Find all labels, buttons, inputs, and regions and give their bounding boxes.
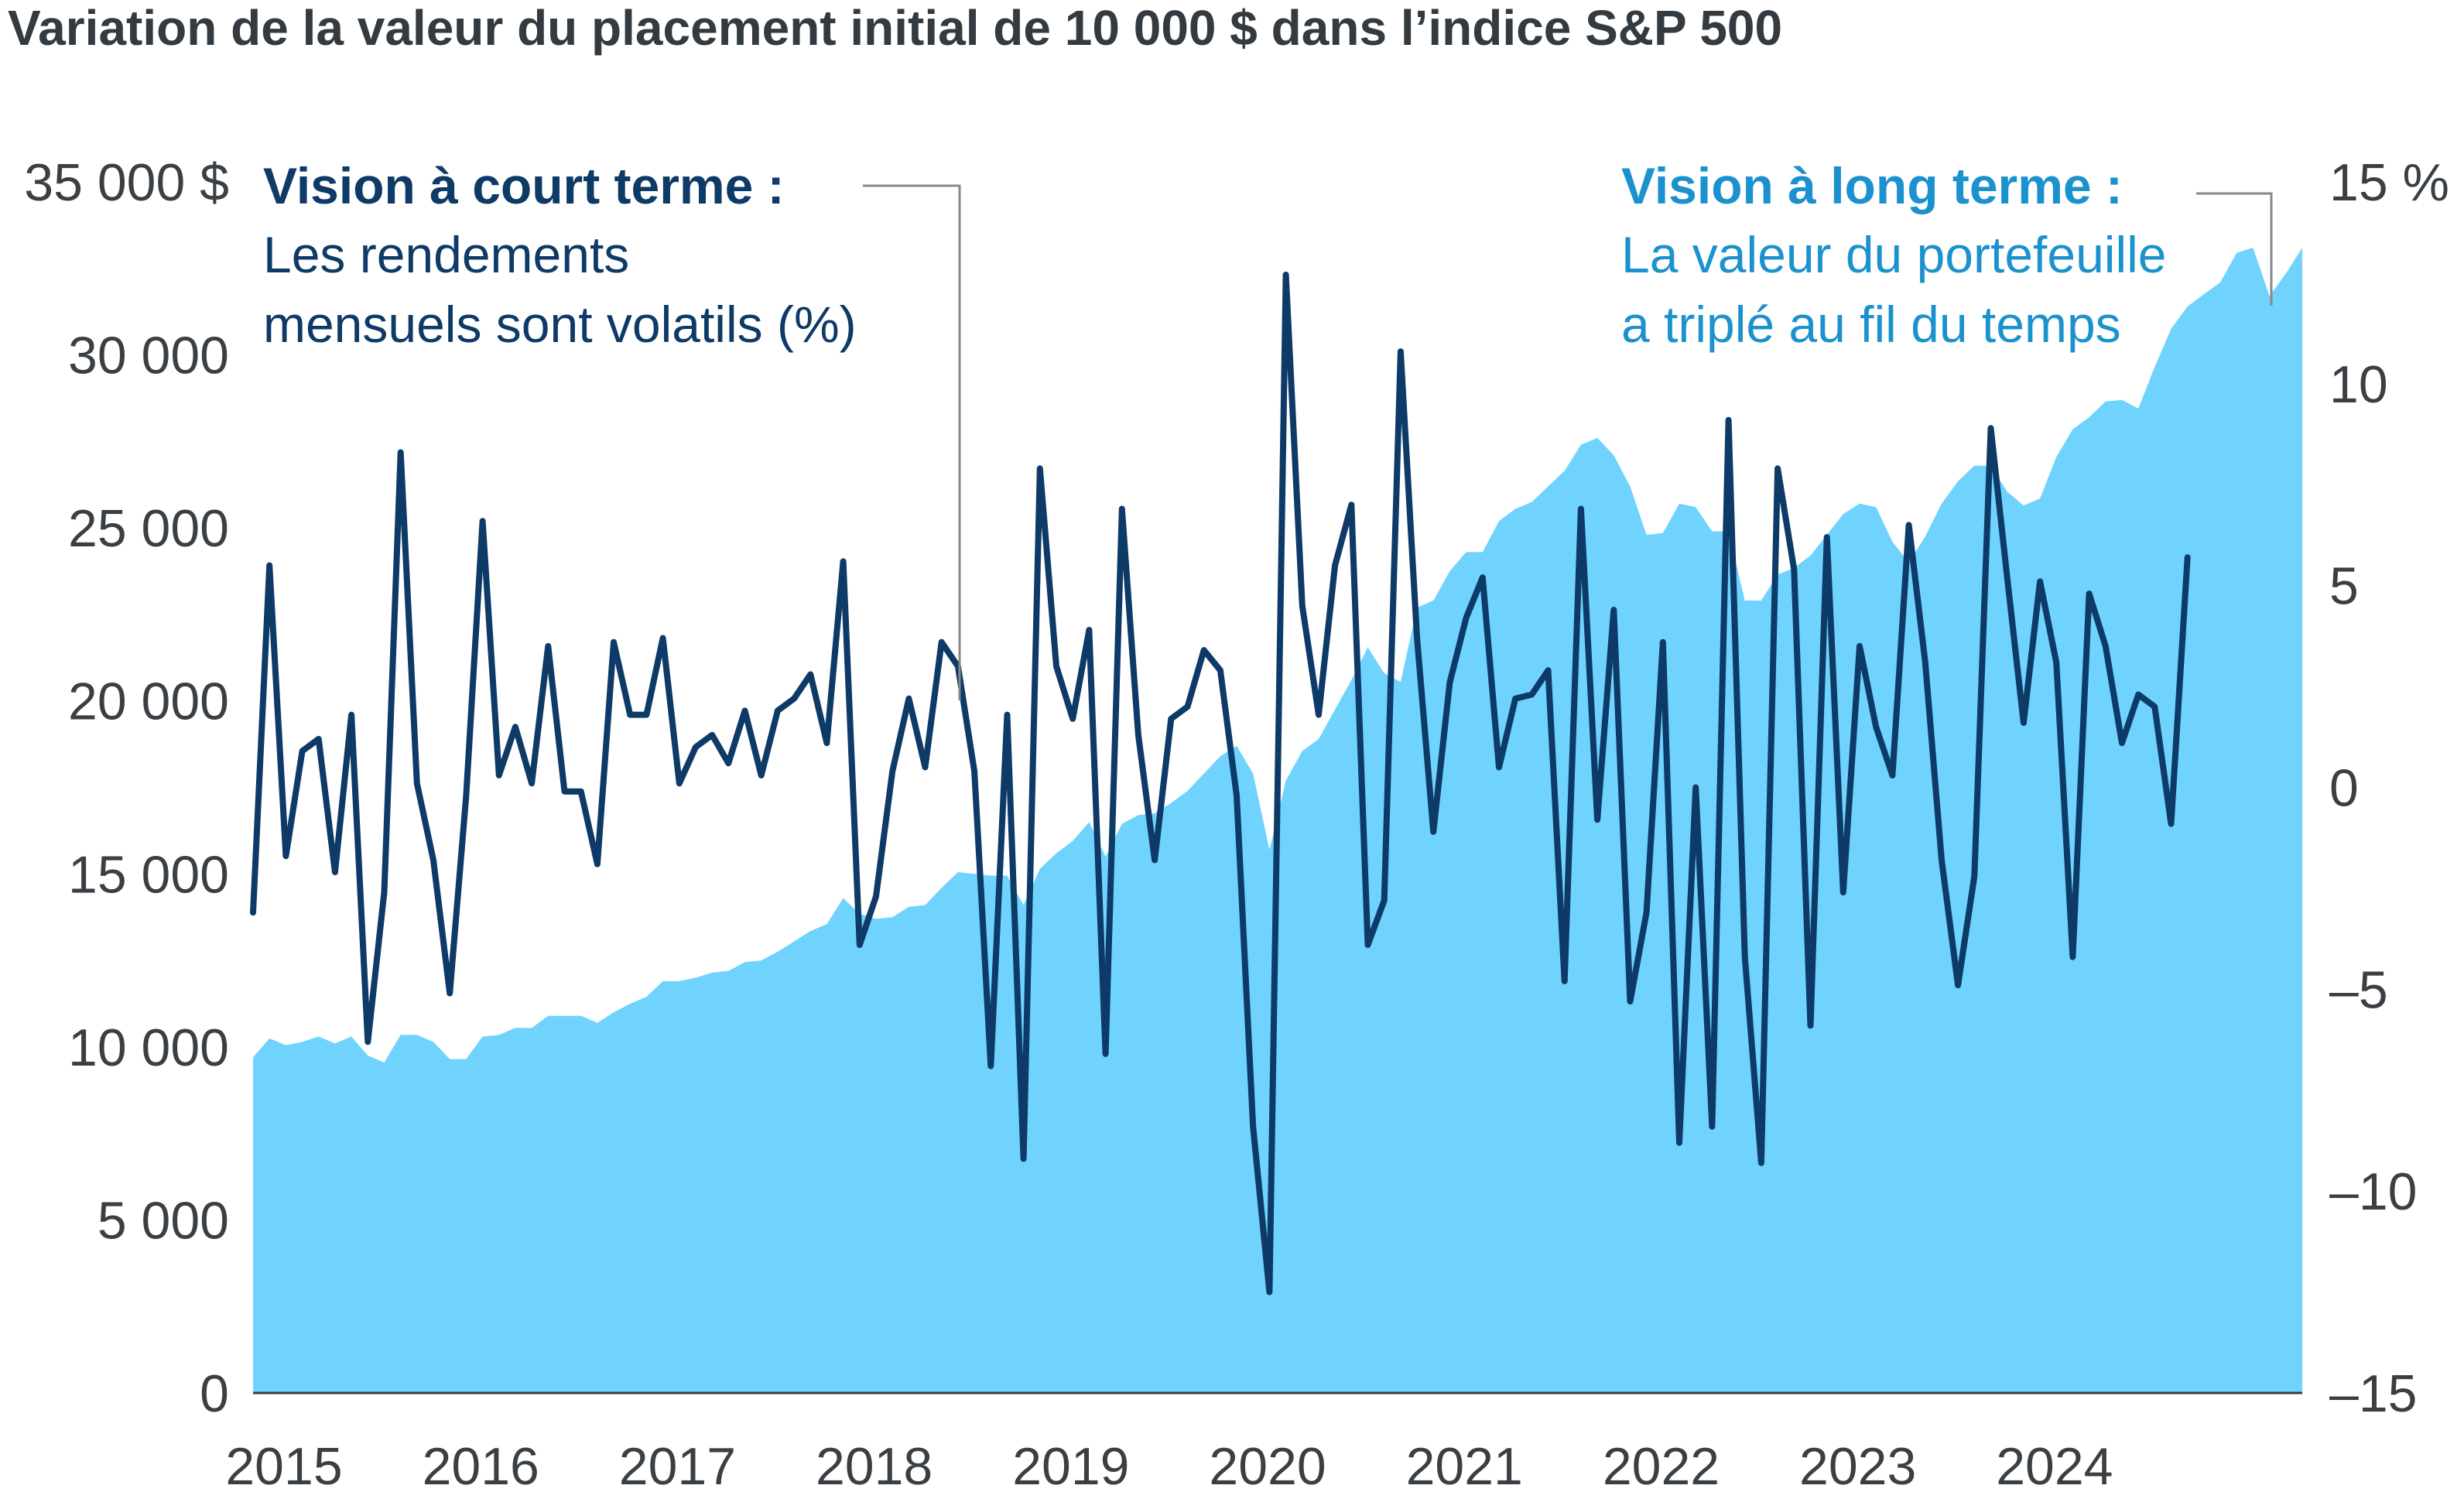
x-tick-label: 2015 xyxy=(225,1437,342,1496)
right-tick-label: 10 xyxy=(2329,355,2388,414)
right-tick-label: 0 xyxy=(2329,759,2359,818)
long-term-heading: Vision à long terme : xyxy=(1621,157,2123,214)
short-term-text-line-2: mensuels sont volatils (%) xyxy=(263,296,857,353)
short-term-annotation: Vision à court terme : Les rendements me… xyxy=(263,157,857,353)
right-tick-label: 15 % xyxy=(2329,153,2449,212)
x-tick-label: 2021 xyxy=(1406,1437,1523,1496)
left-tick-label: 35 000 $ xyxy=(24,153,229,212)
left-tick-label: 30 000 xyxy=(68,327,229,385)
left-axis-ticks: 0 5 000 10 000 15 000 20 000 25 000 30 000 35 0… xyxy=(24,153,229,1423)
long-term-text-line-2: a triplé au fil du temps xyxy=(1621,296,2121,353)
left-tick-label: 10 000 xyxy=(68,1018,229,1077)
x-axis-ticks: 2015 2016 2017 2018 2019 2020 2021 2022 2023 2024 xyxy=(225,1437,2113,1496)
x-tick-label: 2018 xyxy=(816,1437,933,1496)
right-axis-ticks: –15 –10 –5 0 5 10 15 % xyxy=(2329,153,2449,1423)
long-term-annotation: Vision à long terme : La valeur du porte… xyxy=(1621,157,2166,353)
left-tick-label: 5 000 xyxy=(98,1191,229,1250)
x-tick-label: 2017 xyxy=(619,1437,736,1496)
chart-title: Variation de la valeur du placement init… xyxy=(8,0,1782,56)
long-term-leader-line xyxy=(2196,192,2273,306)
left-tick-label: 20 000 xyxy=(68,672,229,731)
x-tick-label: 2019 xyxy=(1012,1437,1129,1496)
left-tick-label: 0 xyxy=(200,1364,229,1423)
right-tick-label: –15 xyxy=(2329,1364,2417,1423)
right-tick-label: –5 xyxy=(2329,960,2388,1019)
x-tick-label: 2022 xyxy=(1603,1437,1720,1496)
x-tick-label: 2024 xyxy=(1996,1437,2113,1496)
left-tick-label: 15 000 xyxy=(68,845,229,904)
left-tick-label: 25 000 xyxy=(68,499,229,558)
annotation-leader-lines xyxy=(863,184,2273,700)
x-tick-label: 2016 xyxy=(423,1437,539,1496)
x-tick-label: 2020 xyxy=(1209,1437,1326,1496)
x-tick-label: 2023 xyxy=(1799,1437,1916,1496)
short-term-leader-line xyxy=(863,184,961,700)
monthly-returns-line xyxy=(250,272,2191,1295)
right-tick-label: 5 xyxy=(2329,557,2359,616)
short-term-heading: Vision à court terme : xyxy=(263,157,785,214)
short-term-text-line-1: Les rendements xyxy=(263,226,629,283)
long-term-text-line-1: La valeur du portefeuille xyxy=(1621,226,2166,283)
right-tick-label: –10 xyxy=(2329,1162,2417,1221)
